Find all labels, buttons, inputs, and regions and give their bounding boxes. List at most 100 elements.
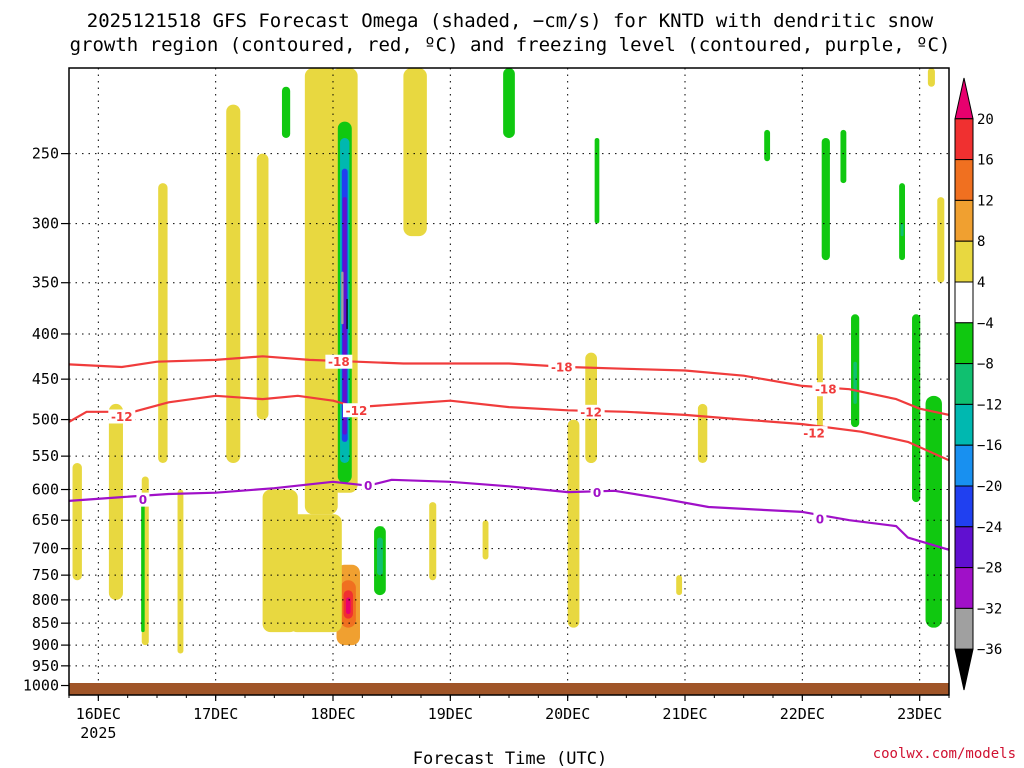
omega-cell-34 <box>764 129 771 162</box>
omega-cell-17 <box>256 153 269 420</box>
omega-cell-6 <box>346 298 348 330</box>
credit-text: coolwx.com/models <box>873 746 1016 762</box>
contour-label--12: -12 <box>346 404 368 418</box>
contour-label--12: -12 <box>803 427 825 441</box>
colorbar-label-3: 8 <box>977 234 985 250</box>
colorbar-label-2: 12 <box>977 193 994 209</box>
colorbar-label-7: −12 <box>977 397 1002 413</box>
contour-line--18 <box>69 355 949 416</box>
contour-label--12: -12 <box>580 405 602 419</box>
colorbar-swatch-7 <box>954 363 974 405</box>
omega-cell-26 <box>429 502 437 581</box>
y-tick-label-850: 850 <box>32 614 59 632</box>
y-tick-label-1000: 1000 <box>23 677 59 695</box>
contour-label-bg <box>590 485 604 500</box>
y-tick-label-950: 950 <box>32 657 59 675</box>
contour-label-bg <box>136 492 150 507</box>
y-tick-label-800: 800 <box>32 591 59 609</box>
contour-line--12 <box>69 394 949 462</box>
x-axis-title: Forecast Time (UTC) <box>413 749 607 768</box>
x-tick-label-20DEC: 20DEC <box>545 705 590 723</box>
colorbar-label-1: 16 <box>977 153 994 169</box>
colorbar-swatch-1 <box>954 118 974 161</box>
temperature-contours: -18 -18 -18 -12 -12 -12 -12 0 0 0 0 <box>69 354 949 551</box>
y-tick-label-450: 450 <box>32 370 59 388</box>
x-tick-label-22DEC: 22DEC <box>780 705 825 723</box>
y-tick-label-900: 900 <box>32 636 59 654</box>
chart-title-line2: growth region (contoured, red, ºC) and f… <box>70 34 951 56</box>
x-tick-label-19DEC: 19DEC <box>428 705 473 723</box>
contour-label-0: 0 <box>816 513 824 527</box>
omega-cell-18 <box>158 183 168 464</box>
omega-cell-44 <box>937 197 945 283</box>
omega-cell-5 <box>341 271 344 325</box>
colorbar-swatch-10 <box>954 485 974 528</box>
y-tick-label-300: 300 <box>32 215 59 233</box>
x-tick-label-18DEC: 18DEC <box>310 705 355 723</box>
omega-cell-45 <box>927 68 935 87</box>
omega-cell-35 <box>821 137 830 261</box>
omega-cell-43 <box>925 395 942 628</box>
omega-cell-36 <box>840 129 847 184</box>
colorbar-label-8: −16 <box>977 438 1002 454</box>
contour-label-bg <box>800 426 828 441</box>
colorbar-bottom-arrow <box>954 648 974 691</box>
y-tick-label-750: 750 <box>32 566 59 584</box>
colorbar-label-0: 20 <box>977 112 994 128</box>
colorbar-swatch-8 <box>954 403 974 446</box>
omega-cell-19 <box>108 403 123 600</box>
x-tick-label-16DEC: 16DEC <box>76 705 121 723</box>
colorbar-label-12: −32 <box>977 601 1002 617</box>
contour-label-bg <box>813 512 827 527</box>
omega-cell-22 <box>141 502 145 633</box>
ground-surface <box>69 683 949 695</box>
contour-label-bg <box>577 404 605 419</box>
omega-cell-33 <box>676 575 683 596</box>
colorbar-swatch-4 <box>954 240 974 283</box>
omega-cell-12 <box>377 537 383 576</box>
contour-line-0 <box>69 478 949 551</box>
colorbar-label-5: −4 <box>977 316 994 332</box>
omega-cell-24 <box>281 86 291 138</box>
colorbar-label-9: −20 <box>977 479 1002 495</box>
colorbar-swatch-11 <box>954 526 974 569</box>
grid-lines <box>69 68 949 695</box>
omega-cell-10 <box>345 597 351 615</box>
omega-cell-40 <box>899 183 905 261</box>
y-tick-label-250: 250 <box>32 145 59 163</box>
contour-label-bg <box>325 354 353 369</box>
contour-label-bg <box>342 403 370 418</box>
x-tick-sublabel: 2025 <box>80 724 116 742</box>
x-tick-label-23DEC: 23DEC <box>897 705 942 723</box>
omega-cell-16 <box>226 104 241 464</box>
contour-label--18: -18 <box>551 361 573 375</box>
omega-cell-15 <box>289 514 342 633</box>
colorbar-label-11: −28 <box>977 561 1002 577</box>
omega-cell-30 <box>594 137 600 224</box>
x-tick-label-17DEC: 17DEC <box>193 705 238 723</box>
y-axis: 250 300 350 400 450 500 550 600 650 700 750 800 850 9… <box>23 145 69 695</box>
y-tick-label-600: 600 <box>32 481 59 499</box>
colorbar-swatch-5 <box>954 281 974 324</box>
omega-cell-13 <box>304 68 338 515</box>
colorbar-swatch-6 <box>954 322 974 365</box>
contour-label--12: -12 <box>111 410 133 424</box>
colorbar-swatch-3 <box>954 199 974 242</box>
contour-label-bg <box>108 409 136 424</box>
contour-label-bg <box>361 478 375 493</box>
omega-cell-20 <box>72 463 82 581</box>
contour-label-0: 0 <box>364 479 372 493</box>
contour-label--18: -18 <box>815 383 837 397</box>
contour-label-bg <box>548 360 576 375</box>
omega-cell-28 <box>503 68 515 138</box>
colorbar: 20 16 12 8 4 −4 −8 −12 −16 −20 −24 −28 −32 −36 <box>954 77 1002 691</box>
omega-cell-29 <box>567 419 580 628</box>
x-tick-label-21DEC: 21DEC <box>662 705 707 723</box>
colorbar-label-4: 4 <box>977 275 985 291</box>
colorbar-swatch-9 <box>954 444 974 487</box>
contour-label-bg <box>812 382 840 397</box>
omega-shading <box>72 68 945 654</box>
omega-cell-39 <box>853 361 857 404</box>
y-tick-label-350: 350 <box>32 274 59 292</box>
